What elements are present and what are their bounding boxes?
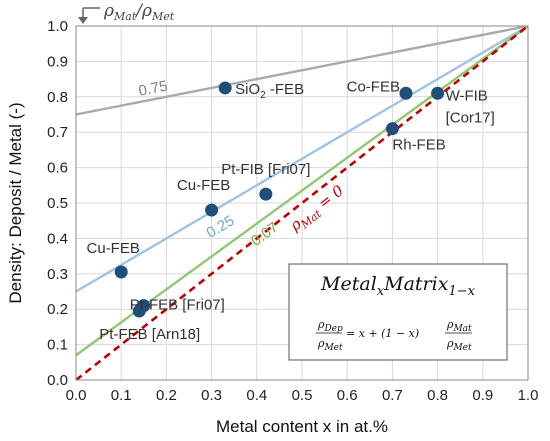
reference-line bbox=[76, 26, 528, 293]
corner-label: ρMat/ρMet bbox=[103, 1, 175, 23]
x-tick-label: 0.6 bbox=[337, 387, 358, 404]
data-point-label: W-FIB [Cor17] bbox=[446, 87, 495, 126]
reference-line-label: 0.75 bbox=[137, 78, 169, 100]
data-point-label: Cu-FEB bbox=[87, 240, 140, 257]
data-point bbox=[399, 86, 413, 100]
x-tick-label: 0.8 bbox=[427, 387, 448, 404]
x-tick-label: 0.1 bbox=[111, 387, 132, 404]
data-point bbox=[259, 187, 273, 201]
reference-line bbox=[76, 26, 528, 357]
data-point-label: SiO2 -FEB bbox=[235, 81, 304, 101]
x-tick-label: 0.9 bbox=[472, 387, 493, 404]
data-point-label: Pt-FEB [Arn18] bbox=[99, 326, 200, 343]
y-tick-label: 0.4 bbox=[47, 230, 68, 247]
x-tick-label: 1.0 bbox=[518, 387, 539, 404]
data-point-labels: SiO2 -FEB Co-FEB W-FIB [Cor17]Rh-FEB Pt-FIB … bbox=[87, 78, 495, 343]
x-tick-label: 0.3 bbox=[201, 387, 222, 404]
y-tick-label: 0.3 bbox=[47, 266, 68, 283]
y-tick-label: 1.0 bbox=[47, 18, 68, 35]
plot-frame bbox=[75, 25, 529, 381]
data-point bbox=[132, 304, 146, 318]
data-point-label: Rh-FEB bbox=[392, 137, 445, 154]
data-point bbox=[114, 265, 128, 279]
x-tick-label: 0.4 bbox=[246, 387, 267, 404]
y-tick-label: 0.8 bbox=[47, 89, 68, 106]
y-tick-label: 0.0 bbox=[47, 372, 68, 389]
formula-box: MetalxMatrix1−x ρDep ρMet = x + (1 − x) … bbox=[288, 263, 508, 361]
x-tick-labels: 0.0 0.1 0.2 0.3 0.4 0.5 0.6 0.7 0.8 0.9 1.0 bbox=[66, 387, 539, 404]
corner-arrow-head bbox=[78, 17, 88, 24]
y-tick-label: 0.2 bbox=[47, 301, 68, 318]
reference-lines bbox=[76, 26, 528, 380]
x-tick-label: 0.2 bbox=[156, 387, 177, 404]
data-point-label: Pt-FIB [Fri07] bbox=[221, 161, 310, 178]
y-axis-title: Density: Deposit / Metal (-) bbox=[6, 102, 25, 303]
y-tick-label: 0.7 bbox=[47, 124, 68, 141]
y-tick-label: 0.9 bbox=[47, 53, 68, 70]
x-tick-label: 0.5 bbox=[292, 387, 313, 404]
y-tick-label: 0.5 bbox=[47, 195, 68, 212]
y-tick-labels: 0.0 0.1 0.2 0.3 0.4 0.5 0.6 0.7 0.8 0.9 1.0 bbox=[47, 18, 68, 389]
data-point-label: Pt-FEB [Fri07] bbox=[130, 297, 225, 314]
corner-annotation: ρMat/ρMet bbox=[78, 1, 175, 24]
y-tick-label: 0.6 bbox=[47, 160, 68, 177]
x-tick-label: 0.0 bbox=[66, 387, 87, 404]
formula-box-frame bbox=[288, 263, 508, 361]
data-point bbox=[205, 203, 219, 217]
data-point bbox=[218, 81, 232, 95]
data-point-label: Cu-FEB bbox=[177, 177, 230, 194]
formula-equation: ρDep ρMet = x + (1 − x) ρMat ρMet bbox=[316, 318, 472, 353]
y-tick-label: 0.1 bbox=[47, 337, 68, 354]
data-point-label: Co-FEB bbox=[347, 78, 400, 95]
svg-text:0.75: 0.75 bbox=[137, 78, 169, 100]
data-point bbox=[431, 86, 445, 100]
x-tick-label: 0.7 bbox=[382, 387, 403, 404]
data-points bbox=[114, 81, 445, 318]
svg-text:= x + (1 − x): = x + (1 − x) bbox=[346, 327, 419, 340]
reference-line bbox=[76, 26, 528, 116]
x-axis-title: Metal content x in at.% bbox=[216, 417, 388, 436]
data-point bbox=[385, 122, 399, 136]
